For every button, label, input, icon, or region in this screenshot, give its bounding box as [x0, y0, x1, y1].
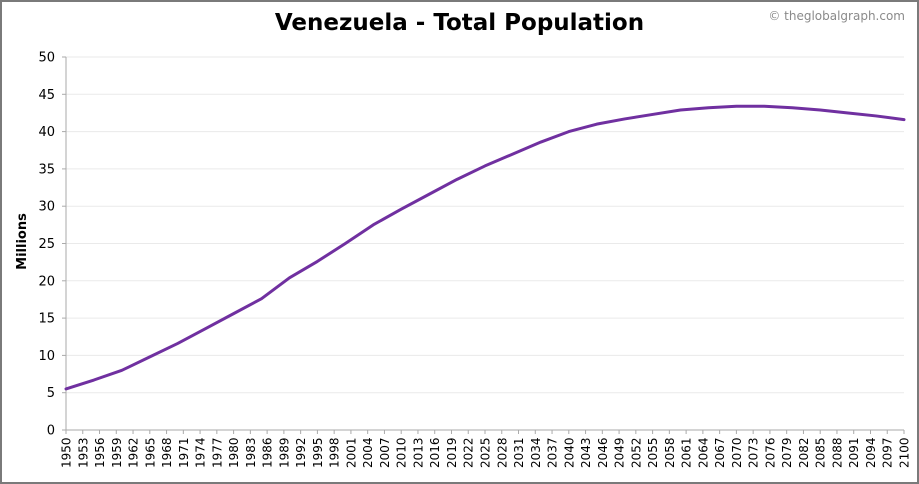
- x-tick-label: 1989: [277, 437, 291, 468]
- x-tick-label: 1986: [261, 437, 275, 468]
- x-tick-label: 2052: [629, 437, 643, 468]
- x-tick-label: 1977: [210, 437, 224, 468]
- x-tick-label: 1965: [143, 437, 157, 468]
- x-tick-label: 1968: [160, 437, 174, 468]
- y-tick-label: 15: [38, 312, 55, 327]
- x-tick-label: 2049: [613, 437, 627, 468]
- x-tick-label: 1974: [194, 437, 208, 468]
- y-tick-label: 5: [47, 386, 55, 401]
- x-tick-label: 2040: [562, 437, 576, 468]
- y-tick-label: 40: [38, 125, 55, 140]
- x-tick-label: 2019: [445, 437, 459, 468]
- x-tick-label: 1950: [60, 437, 74, 468]
- x-tick-label: 2001: [344, 437, 358, 468]
- x-tick-label: 2004: [361, 437, 375, 468]
- chart-title: Venezuela - Total Population: [274, 10, 645, 36]
- x-tick-label: 2028: [495, 437, 509, 468]
- x-tick-labels: 1950 1953 1956 1959 1962 1965 1968 1971 1974 1977…: [60, 437, 912, 468]
- x-tick-label: 2022: [462, 437, 476, 468]
- site-credit: © theglobalgraph.com: [768, 9, 905, 23]
- x-tick-label: 2091: [847, 437, 861, 468]
- x-tick-label: 2067: [713, 437, 727, 468]
- x-tick-label: 1956: [93, 437, 107, 468]
- axes: [62, 56, 905, 434]
- x-tick-label: 1998: [328, 437, 342, 468]
- x-tick-label: 2085: [814, 437, 828, 468]
- x-tick-label: 2094: [864, 437, 878, 468]
- x-tick-label: 2097: [881, 437, 895, 468]
- y-tick-label: 45: [38, 88, 55, 103]
- x-tick-label: 2007: [378, 437, 392, 468]
- x-tick-label: 1959: [110, 437, 124, 468]
- x-tick-label: 2073: [747, 437, 761, 468]
- x-tick-label: 2076: [763, 437, 777, 468]
- y-tick-labels: 0 5 10 15 20 25 30 35 40 45 50: [38, 51, 55, 439]
- x-tick-label: 2025: [479, 437, 493, 468]
- x-tick-label: 2058: [663, 437, 677, 468]
- y-tick-label: 50: [38, 51, 55, 66]
- x-tick-label: 1992: [294, 437, 308, 468]
- x-tick-label: 2082: [797, 437, 811, 468]
- x-tick-label: 2016: [428, 437, 442, 468]
- x-tick-label: 2037: [546, 437, 560, 468]
- y-tick-label: 30: [38, 200, 55, 215]
- x-tick-label: 2031: [512, 437, 526, 468]
- x-tick-label: 2055: [646, 437, 660, 468]
- y-axis-label: Millions: [15, 213, 30, 270]
- y-tick-label: 35: [38, 162, 55, 177]
- y-tick-label: 10: [38, 349, 55, 364]
- x-tick-label: 2064: [696, 437, 710, 468]
- x-tick-label: 2070: [730, 437, 744, 468]
- x-tick-label: 2034: [529, 437, 543, 468]
- x-tick-label: 1983: [244, 437, 258, 468]
- x-tick-label: 1953: [76, 437, 90, 468]
- population-series-line: [64, 104, 906, 391]
- x-tick-label: 2088: [830, 437, 844, 468]
- x-tick-label: 1980: [227, 437, 241, 468]
- grid-lines: [66, 56, 904, 394]
- x-tick-label: 2079: [780, 437, 794, 468]
- y-tick-label: 20: [38, 274, 55, 289]
- y-tick-label: 0: [47, 424, 55, 439]
- x-tick-label: 2043: [579, 437, 593, 468]
- y-tick-label: 25: [38, 237, 55, 252]
- x-tick-label: 2100: [898, 437, 912, 468]
- x-tick-label: 2013: [411, 437, 425, 468]
- x-tick-label: 2061: [680, 437, 694, 468]
- x-tick-label: 1971: [177, 437, 191, 468]
- x-tick-label: 2046: [596, 437, 610, 468]
- x-tick-label: 2010: [395, 437, 409, 468]
- series-group: [64, 104, 906, 391]
- x-tick-label: 1962: [127, 437, 141, 468]
- x-tick-label: 1995: [311, 437, 325, 468]
